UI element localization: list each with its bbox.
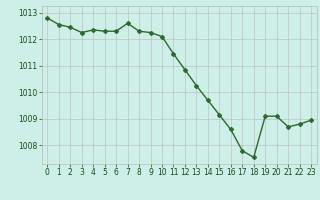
Text: Graphe pression niveau de la mer (hPa): Graphe pression niveau de la mer (hPa) <box>48 187 272 197</box>
